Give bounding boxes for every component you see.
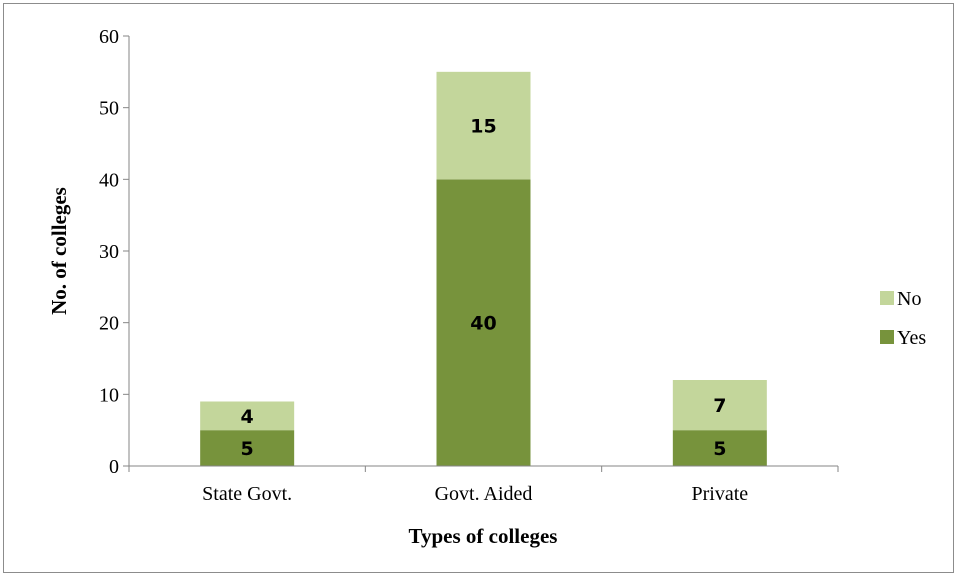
- bar-yes-govt-aided: [436, 179, 531, 467]
- x-tick-label: Govt. Aided: [435, 483, 533, 505]
- data-label: 7: [713, 395, 726, 417]
- y-tick-label: 0: [109, 456, 119, 478]
- y-tick-label: 10: [99, 384, 119, 406]
- y-ticks-group: 0 10 20 30 40 50 60: [99, 26, 129, 478]
- bar-yes-private: [672, 430, 767, 466]
- data-labels-group: 5 4 40 15 5 7: [241, 116, 727, 461]
- data-label: 4: [241, 406, 254, 428]
- bars-group: [200, 71, 767, 467]
- y-tick-label: 30: [99, 241, 119, 263]
- legend-label-yes: Yes: [897, 327, 926, 349]
- x-tick-label: Private: [692, 483, 749, 505]
- legend-swatch-no: [880, 291, 894, 305]
- legend-swatch-yes: [880, 330, 894, 344]
- data-label: 5: [241, 438, 254, 460]
- x-axis-title: Types of colleges: [409, 524, 558, 548]
- bar-no-private: [672, 380, 767, 431]
- x-tick-label: State Govt.: [202, 483, 292, 505]
- y-tick-label: 50: [99, 98, 119, 120]
- y-axis-title: No. of colleges: [47, 187, 71, 315]
- bar-no-govt-aided: [436, 71, 531, 180]
- x-ticks-group: State Govt. Govt. Aided Private: [128, 466, 839, 505]
- bar-yes-state-govt: [200, 430, 295, 466]
- legend: No Yes: [880, 288, 926, 349]
- legend-label-no: No: [897, 288, 921, 310]
- y-tick-label: 20: [99, 313, 119, 335]
- bar-no-state-govt: [200, 401, 295, 431]
- y-tick-label: 40: [99, 169, 119, 191]
- data-label: 15: [470, 116, 496, 138]
- data-label: 40: [470, 313, 496, 335]
- y-tick-label: 60: [99, 26, 119, 48]
- data-label: 5: [713, 438, 726, 460]
